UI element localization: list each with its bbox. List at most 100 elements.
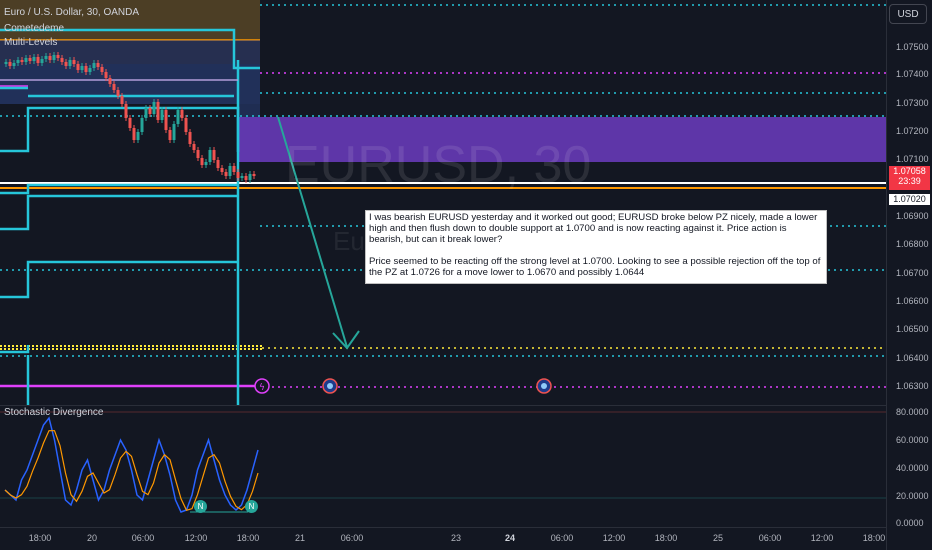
candle-body (232, 166, 236, 172)
candle-body (176, 110, 180, 124)
candle-body (108, 78, 112, 84)
price-tick: 1.06300 (896, 381, 929, 391)
candle-body (132, 128, 136, 140)
candle-body (92, 63, 96, 68)
candle-body (56, 55, 60, 58)
candle-body (16, 60, 20, 63)
price-tick: 1.07300 (896, 98, 929, 108)
price-tick: 1.06500 (896, 324, 929, 334)
candle-body (12, 63, 16, 66)
time-tick: 12:00 (602, 533, 626, 543)
candle-body (188, 132, 192, 144)
economic-event-icon: ϟ (254, 378, 270, 394)
candle-body (100, 67, 104, 72)
candle-body (64, 62, 68, 66)
current-price: 1.07058 (893, 166, 926, 176)
candle-body (88, 68, 92, 72)
candle-body (180, 110, 184, 118)
candle-body (160, 110, 164, 120)
pz-zone (238, 117, 886, 162)
candle-body (216, 160, 220, 168)
arrow-down-right-icon (277, 116, 360, 350)
candlestick-series (4, 52, 256, 183)
price-tick: 1.07200 (896, 126, 929, 136)
candle-body (68, 60, 72, 66)
candle-body (228, 166, 232, 176)
candle-body (72, 60, 76, 64)
candle-body (204, 162, 208, 165)
time-tick: 20 (86, 533, 98, 543)
divergence-marker: N (245, 500, 258, 513)
time-tick: 18:00 (654, 533, 678, 543)
time-tick: 24 (504, 533, 516, 543)
stoch-k-line (4, 416, 259, 513)
candle-body (4, 62, 8, 64)
price-tick: 1.06700 (896, 268, 929, 278)
price-tick: 1.07500 (896, 42, 929, 52)
currency-button[interactable]: USD (889, 4, 927, 24)
economic-event-icon (322, 378, 338, 394)
candle-body (220, 168, 224, 172)
candle-body (40, 59, 44, 63)
candle-body (248, 174, 252, 180)
candle-body (48, 56, 52, 60)
time-tick: 06:00 (131, 533, 155, 543)
symbol-title[interactable]: Euro / U.S. Dollar, 30, OANDA (4, 7, 140, 18)
price-tick: 1.06800 (896, 239, 929, 249)
candle-body (116, 90, 120, 96)
candle-body (144, 108, 148, 118)
annotation-paragraph: Price seemed to be reacting off the stro… (369, 256, 821, 278)
osc-tick: 40.0000 (896, 463, 929, 473)
time-tick: 12:00 (184, 533, 208, 543)
supply-zone-top (0, 0, 260, 40)
time-tick: 18:00 (28, 533, 52, 543)
candle-body (140, 118, 144, 132)
osc-tick: 0.0000 (896, 518, 924, 528)
divergence-marker: N (194, 500, 207, 513)
price-tick: 1.06400 (896, 353, 929, 363)
cyan-step-lines (0, 28, 260, 405)
candle-body (200, 158, 204, 165)
candle-body (236, 172, 240, 178)
candle-body (164, 110, 168, 130)
candle-body (172, 124, 176, 140)
time-tick: 21 (294, 533, 306, 543)
candle-body (244, 176, 248, 180)
candle-body (124, 104, 128, 118)
candle-body (136, 132, 140, 140)
candle-body (212, 150, 216, 160)
candle-body (76, 64, 80, 70)
svg-text:ϟ: ϟ (259, 383, 265, 393)
candle-body (192, 144, 196, 150)
candle-body (148, 108, 152, 114)
economic-event-icon (536, 378, 552, 394)
zone-band (0, 64, 260, 104)
time-tick: 18:00 (862, 533, 886, 543)
candle-body (52, 55, 56, 60)
indicator-label[interactable]: Multi-Levels (4, 37, 58, 48)
candle-body (44, 56, 48, 59)
candle-body (104, 72, 108, 78)
bar-countdown: 23:39 (898, 176, 921, 186)
indicator-label[interactable]: Cometedeme (4, 23, 65, 34)
price-tick: 1.06600 (896, 296, 929, 306)
price-tick: 1.07100 (896, 154, 929, 164)
candle-body (196, 150, 200, 158)
osc-tick: 60.0000 (896, 435, 929, 445)
candle-body (60, 58, 64, 62)
osc-tick: 20.0000 (896, 491, 929, 501)
candle-body (36, 57, 40, 63)
candle-body (156, 102, 160, 120)
time-tick: 06:00 (758, 533, 782, 543)
candle-body (120, 96, 124, 104)
text-annotation[interactable]: I was bearish EURUSD yesterday and it wo… (365, 210, 827, 284)
annotation-paragraph: I was bearish EURUSD yesterday and it wo… (369, 212, 818, 245)
candle-body (252, 174, 256, 176)
oscillator-title[interactable]: Stochastic Divergence (4, 407, 104, 418)
price-tick: 1.06900 (896, 211, 929, 221)
candle-body (20, 60, 24, 62)
current-price-tag: 1.07058 23:39 (889, 166, 930, 190)
time-tick: 18:00 (236, 533, 260, 543)
candle-body (32, 57, 36, 61)
